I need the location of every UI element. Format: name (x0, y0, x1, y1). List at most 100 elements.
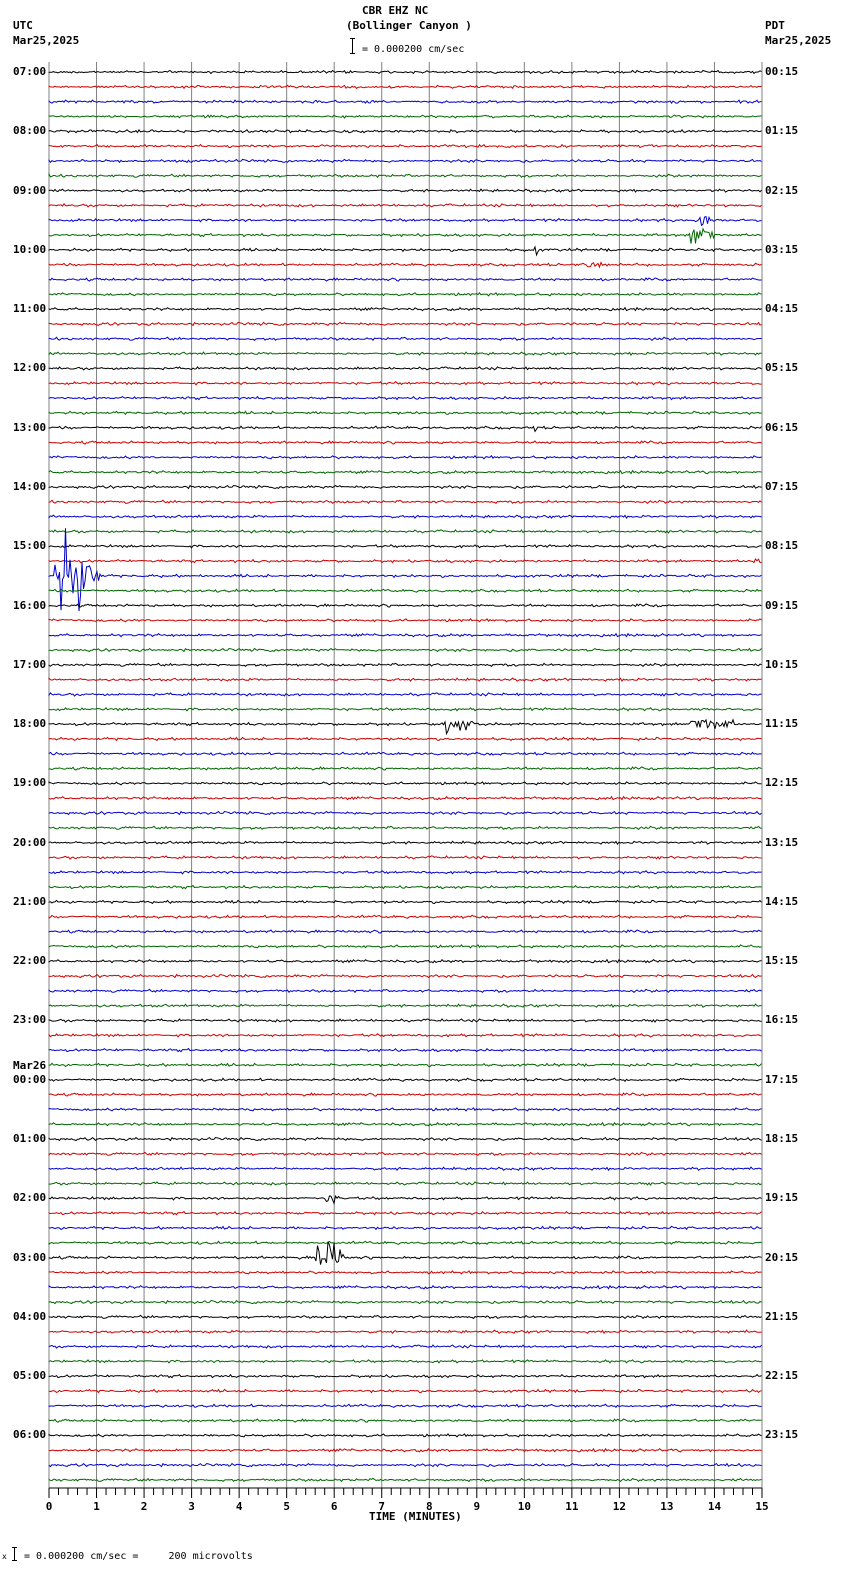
seismic-trace (48, 751, 762, 756)
right-timezone: PDT (765, 19, 785, 32)
x-tick-label: 1 (93, 1500, 100, 1513)
x-tick-label: 15 (755, 1500, 768, 1513)
seismic-trace (48, 114, 762, 119)
pdt-hour-label: 05:15 (765, 361, 799, 375)
seismic-trace (48, 484, 762, 490)
seismic-trace (48, 855, 762, 860)
seismic-trace (48, 1314, 762, 1320)
utc-hour-label: 23:00 (13, 1013, 47, 1027)
seismic-trace (48, 1240, 762, 1246)
utc-hour-label: 19:00 (13, 776, 47, 790)
pdt-hour-label: 11:15 (765, 717, 799, 731)
seismic-trace (48, 306, 762, 312)
pdt-hour-label: 03:15 (765, 242, 799, 256)
seismic-trace (48, 336, 762, 341)
utc-hour-label: 13:00 (13, 420, 47, 434)
x-tick-label: 6 (331, 1500, 338, 1513)
utc-hour-label: 05:00 (13, 1369, 47, 1383)
seismic-trace (48, 618, 762, 623)
x-tick-label: 7 (378, 1500, 385, 1513)
seismic-trace (48, 1210, 762, 1216)
seismic-trace (48, 292, 762, 297)
seismic-trace (48, 1418, 762, 1423)
x-tick-label: 11 (565, 1500, 579, 1513)
utc-hour-label: 08:00 (13, 124, 47, 138)
seismic-trace (48, 588, 762, 593)
seismic-trace (48, 143, 762, 149)
seismic-trace (48, 825, 762, 831)
seismic-trace (48, 172, 762, 178)
pdt-hour-label: 18:15 (765, 1132, 799, 1146)
seismic-trace (48, 158, 762, 164)
seismic-trace (48, 1047, 762, 1053)
seismic-trace (48, 69, 762, 75)
seismic-trace (48, 1388, 762, 1394)
seismic-trace (48, 1225, 762, 1231)
utc-hour-label: 16:00 (13, 598, 47, 612)
seismic-trace (48, 84, 762, 90)
seismic-trace (48, 718, 762, 736)
station-title: CBR EHZ NC (362, 4, 429, 17)
seismic-trace (48, 1270, 762, 1275)
seismic-trace (48, 840, 762, 845)
x-tick-label: 12 (613, 1500, 626, 1513)
utc-hour-label: 09:00 (13, 183, 47, 197)
seismic-trace (48, 202, 762, 208)
seismic-trace (48, 528, 762, 612)
seismic-trace (48, 899, 762, 905)
pdt-hour-label: 23:15 (765, 1428, 799, 1442)
seismic-trace (48, 1447, 762, 1453)
footer-scale-prefix: x (2, 1552, 7, 1561)
pdt-hour-label: 22:15 (765, 1369, 799, 1383)
utc-hour-label: 07:00 (13, 65, 47, 78)
seismic-trace (48, 1062, 762, 1068)
utc-hour-label: 04:00 (13, 1309, 47, 1323)
day-change-label: Mar26 (13, 1058, 47, 1072)
seismic-trace (48, 245, 762, 257)
seismic-trace (48, 351, 762, 356)
pdt-hour-label: 20:15 (765, 1250, 799, 1264)
utc-hour-label: 02:00 (13, 1191, 47, 1205)
seismic-trace (48, 1373, 762, 1379)
seismic-trace (48, 215, 762, 227)
seismic-trace (48, 1462, 762, 1468)
seismic-trace (48, 1284, 762, 1290)
seismic-trace (48, 1151, 762, 1157)
seismic-trace (48, 766, 762, 771)
x-axis-title: TIME (MINUTES) (369, 1510, 462, 1523)
utc-hour-label: 11:00 (13, 302, 47, 316)
seismic-trace (48, 469, 762, 475)
seismic-trace (48, 321, 762, 327)
seismic-trace (48, 529, 762, 534)
seismic-trace (48, 1033, 762, 1038)
seismic-trace (48, 395, 762, 401)
seismic-trace (48, 781, 762, 786)
seismic-trace (48, 647, 762, 653)
x-tick-label: 9 (473, 1500, 480, 1513)
footer-scale-note: = 0.000200 cm/sec = 200 microvolts (24, 1551, 253, 1562)
x-tick-label: 4 (236, 1500, 243, 1513)
pdt-hour-label: 00:15 (765, 65, 799, 78)
seismic-trace (48, 632, 762, 638)
seismic-trace (48, 1107, 762, 1112)
pdt-hour-label: 07:15 (765, 479, 799, 493)
pdt-hour-label: 17:15 (765, 1072, 799, 1086)
seismic-trace (48, 440, 762, 445)
seismic-trace (48, 914, 762, 920)
seismic-trace (48, 870, 762, 875)
footer-scale-bar-icon (12, 1546, 17, 1561)
seismic-trace (48, 1181, 762, 1186)
seismic-trace (48, 736, 762, 742)
seismic-trace (48, 1136, 762, 1142)
scale-bar-icon (350, 38, 355, 54)
seismic-trace (48, 1241, 762, 1265)
x-tick-label: 5 (283, 1500, 290, 1513)
utc-hour-label: 01:00 (13, 1132, 47, 1146)
pdt-hour-label: 16:15 (765, 1013, 799, 1027)
seismic-trace (48, 1121, 762, 1127)
seismic-trace (48, 455, 762, 460)
seismic-trace (48, 1403, 762, 1409)
pdt-hour-label: 06:15 (765, 420, 799, 434)
utc-hour-label: 21:00 (13, 894, 47, 908)
